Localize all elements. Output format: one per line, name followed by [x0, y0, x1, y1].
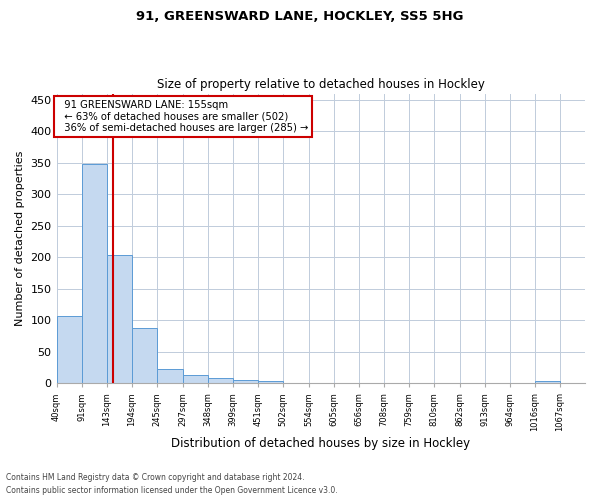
X-axis label: Distribution of detached houses by size in Hockley: Distribution of detached houses by size …	[171, 437, 470, 450]
Bar	[535, 381, 560, 384]
Bar	[233, 380, 258, 384]
Bar	[132, 328, 157, 384]
Bar	[107, 256, 132, 384]
Y-axis label: Number of detached properties: Number of detached properties	[15, 150, 25, 326]
Bar	[56, 316, 82, 384]
Bar	[208, 378, 233, 384]
Bar	[182, 375, 208, 384]
Text: 91 GREENSWARD LANE: 155sqm
  ← 63% of detached houses are smaller (502)
  36% of: 91 GREENSWARD LANE: 155sqm ← 63% of deta…	[58, 100, 308, 133]
Title: Size of property relative to detached houses in Hockley: Size of property relative to detached ho…	[157, 78, 485, 91]
Bar	[258, 382, 283, 384]
Text: Contains HM Land Registry data © Crown copyright and database right 2024.
Contai: Contains HM Land Registry data © Crown c…	[6, 474, 338, 495]
Bar	[157, 370, 182, 384]
Text: 91, GREENSWARD LANE, HOCKLEY, SS5 5HG: 91, GREENSWARD LANE, HOCKLEY, SS5 5HG	[136, 10, 464, 23]
Bar	[82, 164, 107, 384]
